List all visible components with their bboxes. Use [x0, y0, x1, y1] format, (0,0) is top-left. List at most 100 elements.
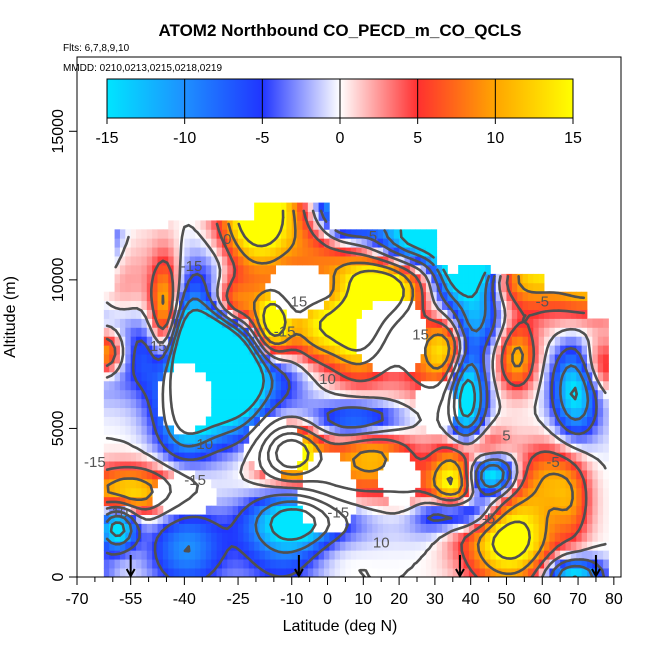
heat-cell: [146, 265, 153, 275]
heat-cell: [479, 478, 486, 489]
heat-cell: [415, 496, 421, 507]
heat-cell: [318, 229, 325, 239]
heat-cell: [517, 273, 523, 284]
heat-cell: [570, 496, 577, 507]
heat-cell: [232, 398, 239, 409]
heat-cell: [200, 318, 207, 328]
heat-cell: [597, 452, 604, 462]
heat-cell: [560, 487, 566, 498]
heat-cell: [125, 487, 132, 498]
heat-cell: [243, 265, 250, 275]
heat-cell: [130, 559, 137, 569]
heat-cell: [168, 443, 175, 453]
heat-cell: [522, 568, 529, 577]
heat-cell: [603, 505, 609, 515]
heat-cell: [297, 345, 303, 355]
heat-cell: [581, 541, 588, 551]
heat-cell: [221, 265, 228, 275]
heat-cell: [447, 541, 454, 551]
heat-cell: [452, 416, 459, 426]
heat-cell: [334, 229, 341, 239]
heat-cell: [565, 461, 572, 471]
heat-cell: [356, 407, 362, 417]
heat-cell: [361, 389, 368, 400]
heat-cell: [522, 407, 529, 417]
heat-cell: [581, 354, 588, 364]
heat-cell: [420, 505, 427, 515]
heat-cell: [517, 470, 523, 480]
heat-cell: [200, 354, 207, 364]
heat-cell: [119, 256, 126, 266]
heat-cell: [565, 568, 572, 577]
heat-cell: [189, 309, 196, 319]
heat-cell: [281, 202, 287, 212]
heat-cell: [603, 514, 609, 524]
heat-cell: [383, 265, 389, 275]
heat-cell: [592, 470, 599, 480]
heat-cell: [597, 345, 604, 355]
heat-cell: [597, 434, 604, 444]
heat-cell: [485, 318, 491, 328]
heat-cell: [506, 532, 513, 542]
heat-cell: [238, 318, 244, 328]
heat-cell: [211, 345, 217, 355]
heat-cell: [302, 247, 309, 257]
heat-cell: [522, 354, 529, 364]
heat-cell: [592, 461, 599, 471]
heat-cell: [211, 559, 217, 569]
heat-cell: [597, 478, 604, 489]
heat-cell: [361, 407, 368, 417]
heat-cell: [447, 523, 454, 533]
heat-cell: [458, 443, 464, 453]
heat-cell: [141, 478, 148, 489]
heat-cell: [350, 532, 357, 542]
heat-cell: [109, 318, 115, 328]
heat-cell: [425, 309, 432, 319]
heat-cell: [495, 345, 502, 355]
heat-cell: [103, 487, 110, 498]
heat-cell: [356, 291, 362, 302]
heat-cell: [157, 309, 164, 319]
colorbar-dividers: [184, 79, 496, 118]
heat-cell: [587, 487, 593, 498]
heat-cell: [372, 568, 379, 577]
heat-cell: [479, 327, 486, 337]
heat-cell: [141, 443, 148, 453]
heat-cell: [431, 238, 438, 248]
heat-cell: [442, 505, 448, 515]
heat-cell: [329, 247, 336, 257]
heat-cell: [162, 434, 169, 444]
heat-cell: [281, 318, 287, 328]
heat-cell: [119, 327, 126, 337]
heat-cell: [372, 514, 379, 524]
heat-cell: [538, 318, 545, 328]
heat-cell: [425, 505, 432, 515]
heat-cell: [485, 345, 491, 355]
heat-cell: [463, 273, 470, 284]
heat-cell: [544, 541, 550, 551]
heat-cell: [259, 318, 266, 328]
heat-cell: [307, 398, 314, 409]
heat-cell: [307, 407, 314, 417]
heat-cell: [329, 541, 336, 551]
heat-cell: [318, 550, 325, 560]
heat-cell: [254, 202, 260, 212]
heat-cell: [345, 327, 352, 337]
heat-cell: [119, 416, 126, 426]
heat-cell: [479, 559, 486, 569]
heat-cell: [254, 247, 260, 257]
heat-cell: [216, 416, 223, 426]
heat-cell: [522, 541, 529, 551]
heat-cell: [458, 461, 464, 471]
heat-cell: [270, 229, 277, 239]
heat-cell: [136, 568, 142, 577]
heat-cell: [297, 318, 303, 328]
heat-cell: [495, 371, 502, 382]
heat-cell: [490, 398, 497, 409]
heat-cell: [232, 291, 239, 302]
heat-cell: [168, 550, 175, 560]
heat-cell: [495, 523, 502, 533]
heat-cell: [345, 273, 352, 284]
heat-cell: [565, 496, 572, 507]
heat-cell: [141, 354, 148, 364]
